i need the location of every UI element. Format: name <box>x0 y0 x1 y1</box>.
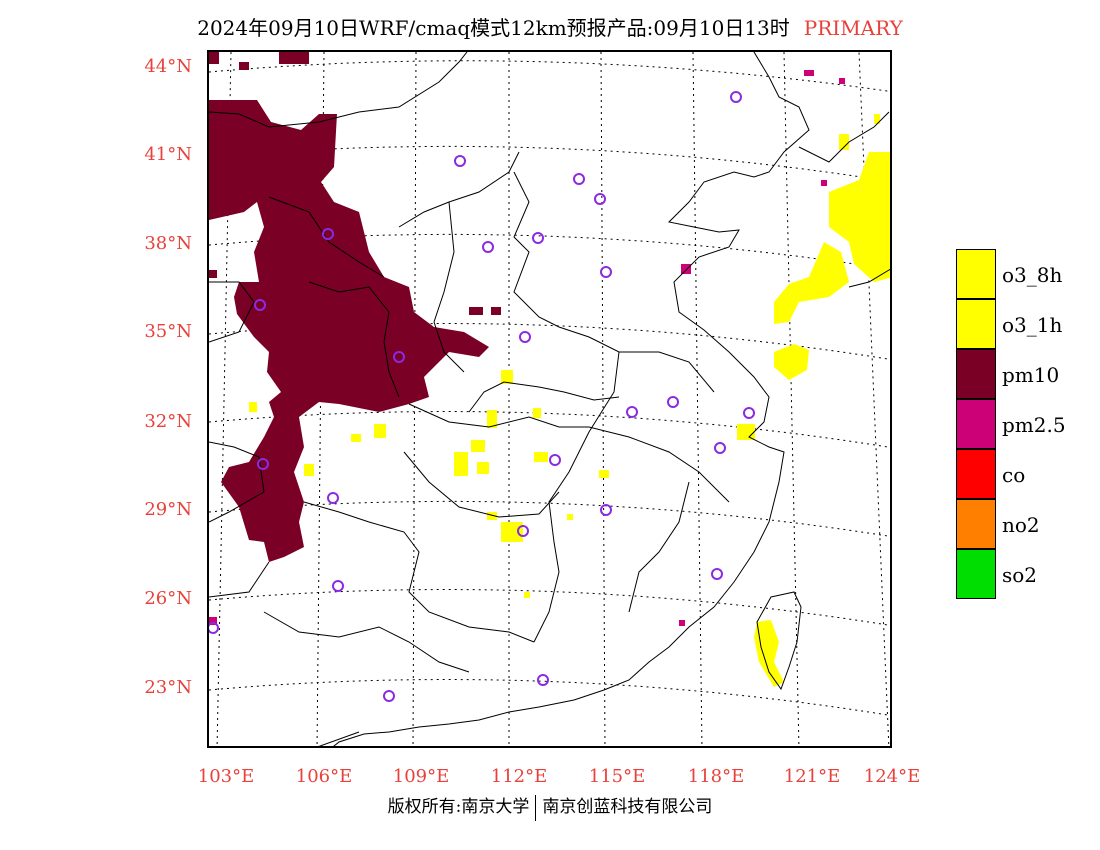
footer-separator <box>535 794 537 821</box>
title-text: 2024年09月10日WRF/cmaq模式12km预报产品:09月10日13时 <box>197 16 790 40</box>
copyright-right: 南京创蓝科技有限公司 <box>542 797 713 817</box>
legend-swatch <box>956 249 996 299</box>
legend-swatch <box>956 499 996 549</box>
pm25-dots <box>209 70 845 626</box>
lat-label-35: 35°N <box>144 321 192 342</box>
lat-label-29: 29°N <box>144 499 192 520</box>
legend-swatch <box>956 549 996 599</box>
lat-label-23: 23°N <box>144 677 192 698</box>
station-markers <box>209 91 755 702</box>
legend-swatch <box>956 349 996 399</box>
lon-label-112: 112°E <box>490 766 548 787</box>
legend-swatch <box>956 299 996 349</box>
lon-label-103: 103°E <box>197 766 255 787</box>
legend-label: no2 <box>1002 513 1040 537</box>
lon-label-115: 115°E <box>588 766 646 787</box>
lat-label-44: 44°N <box>144 56 192 77</box>
map-panel[interactable] <box>207 50 892 748</box>
boundaries <box>209 52 890 746</box>
legend-label: pm2.5 <box>1002 413 1066 437</box>
lat-label-26: 26°N <box>144 588 192 609</box>
legend-swatch <box>956 449 996 499</box>
lon-label-106: 106°E <box>295 766 353 787</box>
pm10-area <box>209 52 501 562</box>
legend-label: co <box>1002 463 1026 487</box>
lon-label-109: 109°E <box>392 766 450 787</box>
lon-label-124: 124°E <box>863 766 921 787</box>
legend-label: o3_1h <box>1002 313 1063 337</box>
legend-label: pm10 <box>1002 363 1060 387</box>
map-title: 2024年09月10日WRF/cmaq模式12km预报产品:09月10日13时 P… <box>0 12 1100 41</box>
lat-label-32: 32°N <box>144 411 192 432</box>
lat-label-41: 41°N <box>144 144 192 165</box>
legend-label: so2 <box>1002 563 1038 587</box>
legend-label: o3_8h <box>1002 263 1063 287</box>
lat-label-38: 38°N <box>144 233 192 254</box>
lon-label-121: 121°E <box>783 766 841 787</box>
primary-label: PRIMARY <box>803 16 903 40</box>
copyright-footer: 版权所有:南京大学 南京创蓝科技有限公司 <box>0 792 1100 821</box>
lon-label-118: 118°E <box>687 766 745 787</box>
o3-area <box>249 114 890 687</box>
copyright-left: 版权所有:南京大学 <box>387 797 530 817</box>
legend-swatch <box>956 399 996 449</box>
map-canvas <box>209 52 890 746</box>
